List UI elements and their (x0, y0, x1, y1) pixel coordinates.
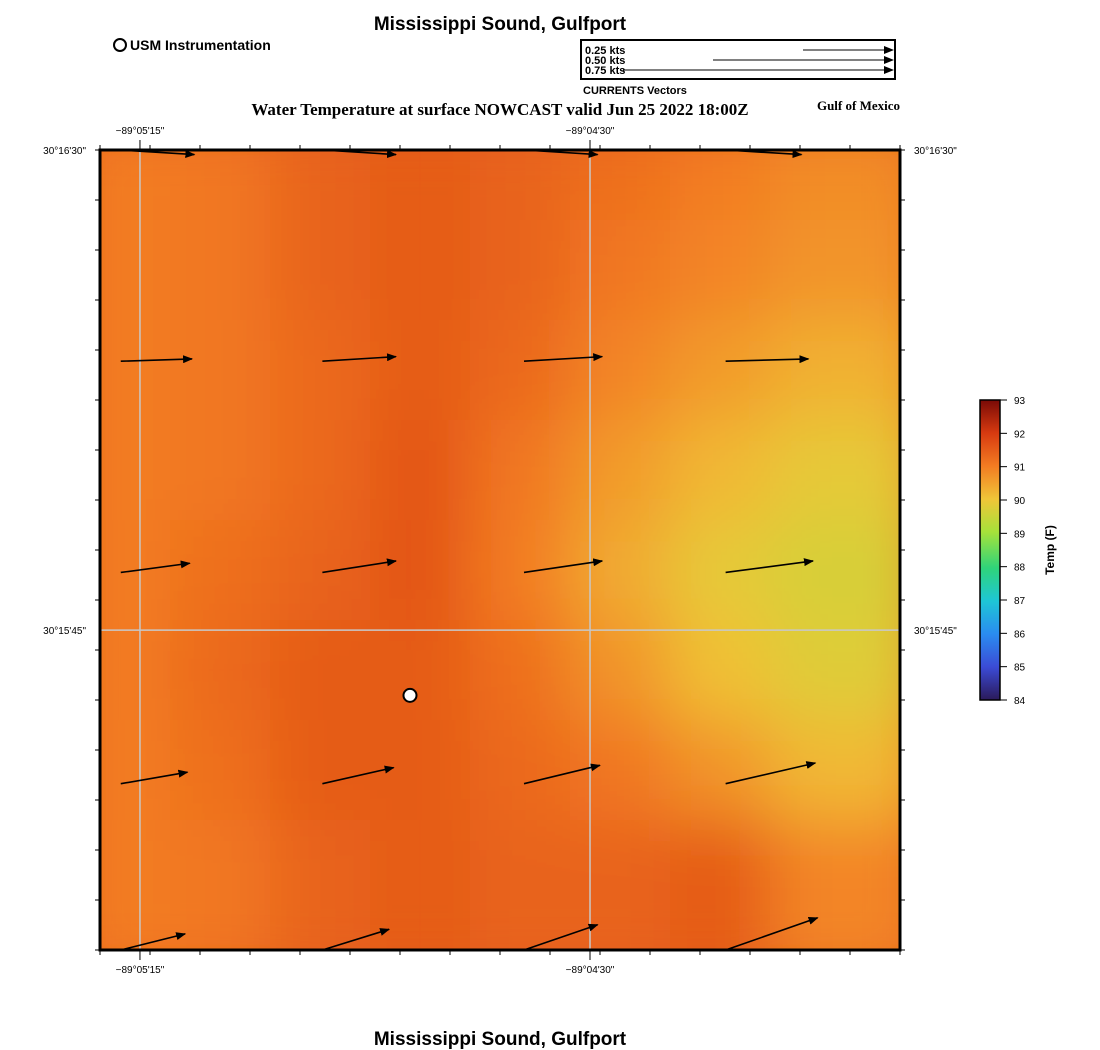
current-vector-arrow (120, 769, 189, 785)
current-vector-arrow (322, 765, 395, 785)
region-label: Gulf of Mexico (817, 98, 900, 113)
current-vector-arrow (523, 558, 604, 574)
colorbar-tick-label: 92 (1014, 429, 1026, 440)
current-vector-arrow (523, 763, 601, 785)
colorbar: 84 85 86 87 88 89 90 91 92 93 Temp (F) (979, 396, 1057, 707)
chart-subtitle: Water Temperature at surface NOWCAST val… (251, 100, 748, 119)
y-tick-label-right: 30°16'30" (914, 146, 957, 157)
y-tick-label-left: 30°15'45" (43, 626, 86, 637)
station-legend-label: USM Instrumentation (130, 37, 271, 53)
temperature-cell (770, 820, 900, 950)
x-tick-label-bottom: −89°04'30" (566, 965, 615, 976)
x-tick-label-bottom: −89°05'15" (116, 965, 165, 976)
colorbar-tick-label: 85 (1014, 663, 1026, 674)
current-vector-arrow (725, 916, 819, 951)
colorbar-tick-label: 89 (1014, 529, 1026, 540)
colorbar-label: Temp (F) (1043, 525, 1057, 575)
current-vector-arrow (523, 353, 604, 363)
station-legend-marker (113, 38, 127, 52)
x-tick-label-top: −89°04'30" (566, 126, 615, 137)
y-tick-label-left: 30°16'30" (43, 146, 86, 157)
current-vector-arrow (523, 923, 599, 951)
colorbar-tick-label: 88 (1014, 563, 1026, 574)
colorbar-tick-label: 87 (1014, 596, 1026, 607)
current-vector-arrow (322, 558, 397, 574)
vector-legend-title: CURRENTS Vectors (583, 85, 687, 97)
station-marker[interactable] (402, 687, 418, 703)
colorbar-tick-label: 93 (1014, 396, 1026, 407)
current-vector-arrow (725, 355, 810, 364)
colorbar-tick-label: 90 (1014, 496, 1026, 507)
colorbar-tick-label: 91 (1014, 463, 1026, 474)
y-tick-label-right: 30°15'45" (914, 626, 957, 637)
current-vector-arrow (322, 928, 391, 951)
chart-title: Mississippi Sound, Gulfport (374, 14, 627, 35)
colorbar-tick-label: 86 (1014, 629, 1026, 640)
current-vector-arrow (120, 560, 191, 574)
current-vector-arrow (725, 558, 815, 574)
current-vector-arrow (120, 355, 194, 364)
footer-title: Mississippi Sound, Gulfport (374, 1029, 627, 1050)
plot-area: −89°05'15" −89°05'15" −89°04'30" −89°04'30"… (43, 126, 957, 976)
current-vector-arrow (322, 353, 397, 363)
colorbar-gradient (979, 399, 1001, 701)
current-vector-arrow (725, 761, 817, 785)
colorbar-tick-label: 84 (1014, 696, 1026, 707)
vector-legend-entry-label: 0.50 kts (585, 55, 625, 67)
x-tick-label-top: −89°05'15" (116, 126, 165, 137)
current-vector-arrow (120, 932, 187, 951)
vector-legend-entry-label: 0.75 kts (585, 65, 625, 77)
vector-legend-entry-label: 0.25 kts (585, 45, 625, 57)
